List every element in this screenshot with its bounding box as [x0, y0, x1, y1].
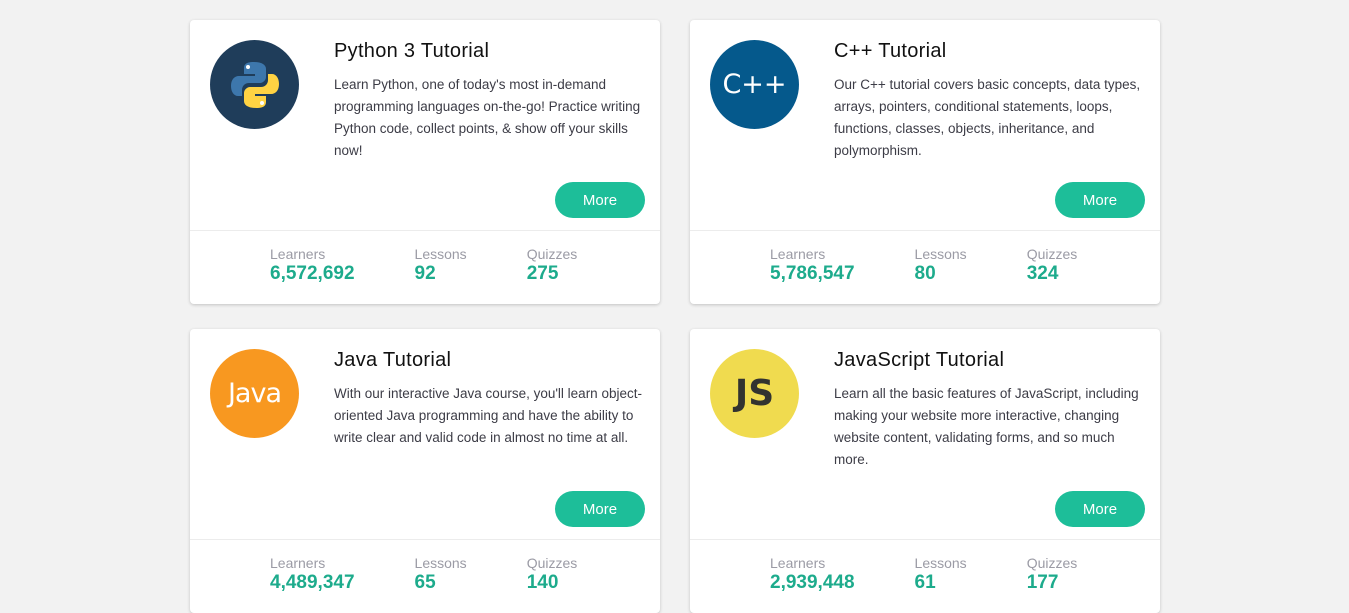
stat-quizzes: Quizzes 275	[527, 245, 578, 285]
course-card: JS JavaScript Tutorial Learn all the bas…	[690, 329, 1160, 613]
course-description: Learn all the basic features of JavaScri…	[834, 386, 1139, 467]
course-title[interactable]: JavaScript Tutorial	[834, 349, 1005, 371]
stat-learners: Learners 4,489,347	[270, 554, 355, 594]
stat-lessons: Lessons 65	[415, 554, 467, 594]
logo-text: Java	[227, 378, 282, 409]
stat-lessons: Lessons 92	[415, 245, 467, 285]
course-card: C++ C++ Tutorial Our C++ tutorial covers…	[690, 20, 1160, 304]
course-description: Our C++ tutorial covers basic concepts, …	[834, 77, 1141, 158]
divider	[190, 539, 660, 540]
javascript-logo-icon[interactable]: JS	[710, 349, 799, 438]
stat-label: Learners	[770, 246, 826, 262]
stat-value: 324	[1026, 263, 1059, 284]
more-button[interactable]: More	[1055, 182, 1145, 218]
stat-label: Quizzes	[526, 555, 578, 571]
more-button[interactable]: More	[1055, 491, 1145, 527]
divider	[690, 539, 1160, 540]
stat-value: 80	[914, 263, 936, 284]
stat-value: 140	[526, 572, 559, 593]
stat-value: 6,572,692	[270, 263, 355, 284]
stat-quizzes: Quizzes 140	[527, 554, 578, 594]
stat-label: Lessons	[414, 555, 467, 571]
stat-quizzes: Quizzes 324	[1027, 245, 1078, 285]
stat-value: 2,939,448	[770, 572, 855, 593]
course-card: Python 3 Tutorial Learn Python, one of t…	[190, 20, 660, 304]
stat-learners: Learners 5,786,547	[770, 245, 855, 285]
stat-label: Lessons	[914, 246, 967, 262]
stat-label: Learners	[770, 555, 826, 571]
java-logo-icon[interactable]: Java	[210, 349, 299, 438]
stat-value: 4,489,347	[270, 572, 355, 593]
python-logo-icon[interactable]	[210, 40, 299, 129]
stat-quizzes: Quizzes 177	[1027, 554, 1078, 594]
stat-lessons: Lessons 61	[915, 554, 967, 594]
stat-label: Quizzes	[526, 246, 578, 262]
stat-learners: Learners 2,939,448	[770, 554, 855, 594]
course-card: Java Java Tutorial With our interactive …	[190, 329, 660, 613]
stat-value: 177	[1026, 572, 1059, 593]
stat-value: 61	[914, 572, 936, 593]
stat-value: 92	[414, 263, 436, 284]
divider	[190, 230, 660, 231]
course-stats: Learners 4,489,347 Lessons 65 Quizzes 140	[270, 554, 577, 594]
stat-label: Quizzes	[1026, 246, 1078, 262]
stat-label: Quizzes	[1026, 555, 1078, 571]
stat-label: Learners	[270, 555, 326, 571]
course-title[interactable]: C++ Tutorial	[834, 40, 947, 62]
more-button[interactable]: More	[555, 182, 645, 218]
stat-label: Learners	[270, 246, 326, 262]
course-description: With our interactive Java course, you'll…	[334, 386, 642, 445]
stat-value: 275	[526, 263, 559, 284]
course-title[interactable]: Python 3 Tutorial	[334, 40, 490, 62]
cpp-logo-icon[interactable]: C++	[710, 40, 799, 129]
logo-text: JS	[734, 373, 775, 414]
more-button[interactable]: More	[555, 491, 645, 527]
course-stats: Learners 6,572,692 Lessons 92 Quizzes 275	[270, 245, 577, 285]
course-description: Learn Python, one of today's most in-dem…	[334, 77, 641, 158]
stat-lessons: Lessons 80	[915, 245, 967, 285]
stat-value: 5,786,547	[770, 263, 855, 284]
stat-value: 65	[414, 572, 436, 593]
logo-text: C++	[722, 69, 787, 100]
stat-label: Lessons	[414, 246, 467, 262]
stat-label: Lessons	[914, 555, 967, 571]
course-title[interactable]: Java Tutorial	[334, 349, 452, 371]
stat-learners: Learners 6,572,692	[270, 245, 355, 285]
divider	[690, 230, 1160, 231]
course-stats: Learners 2,939,448 Lessons 61 Quizzes 177	[770, 554, 1077, 594]
course-stats: Learners 5,786,547 Lessons 80 Quizzes 324	[770, 245, 1077, 285]
